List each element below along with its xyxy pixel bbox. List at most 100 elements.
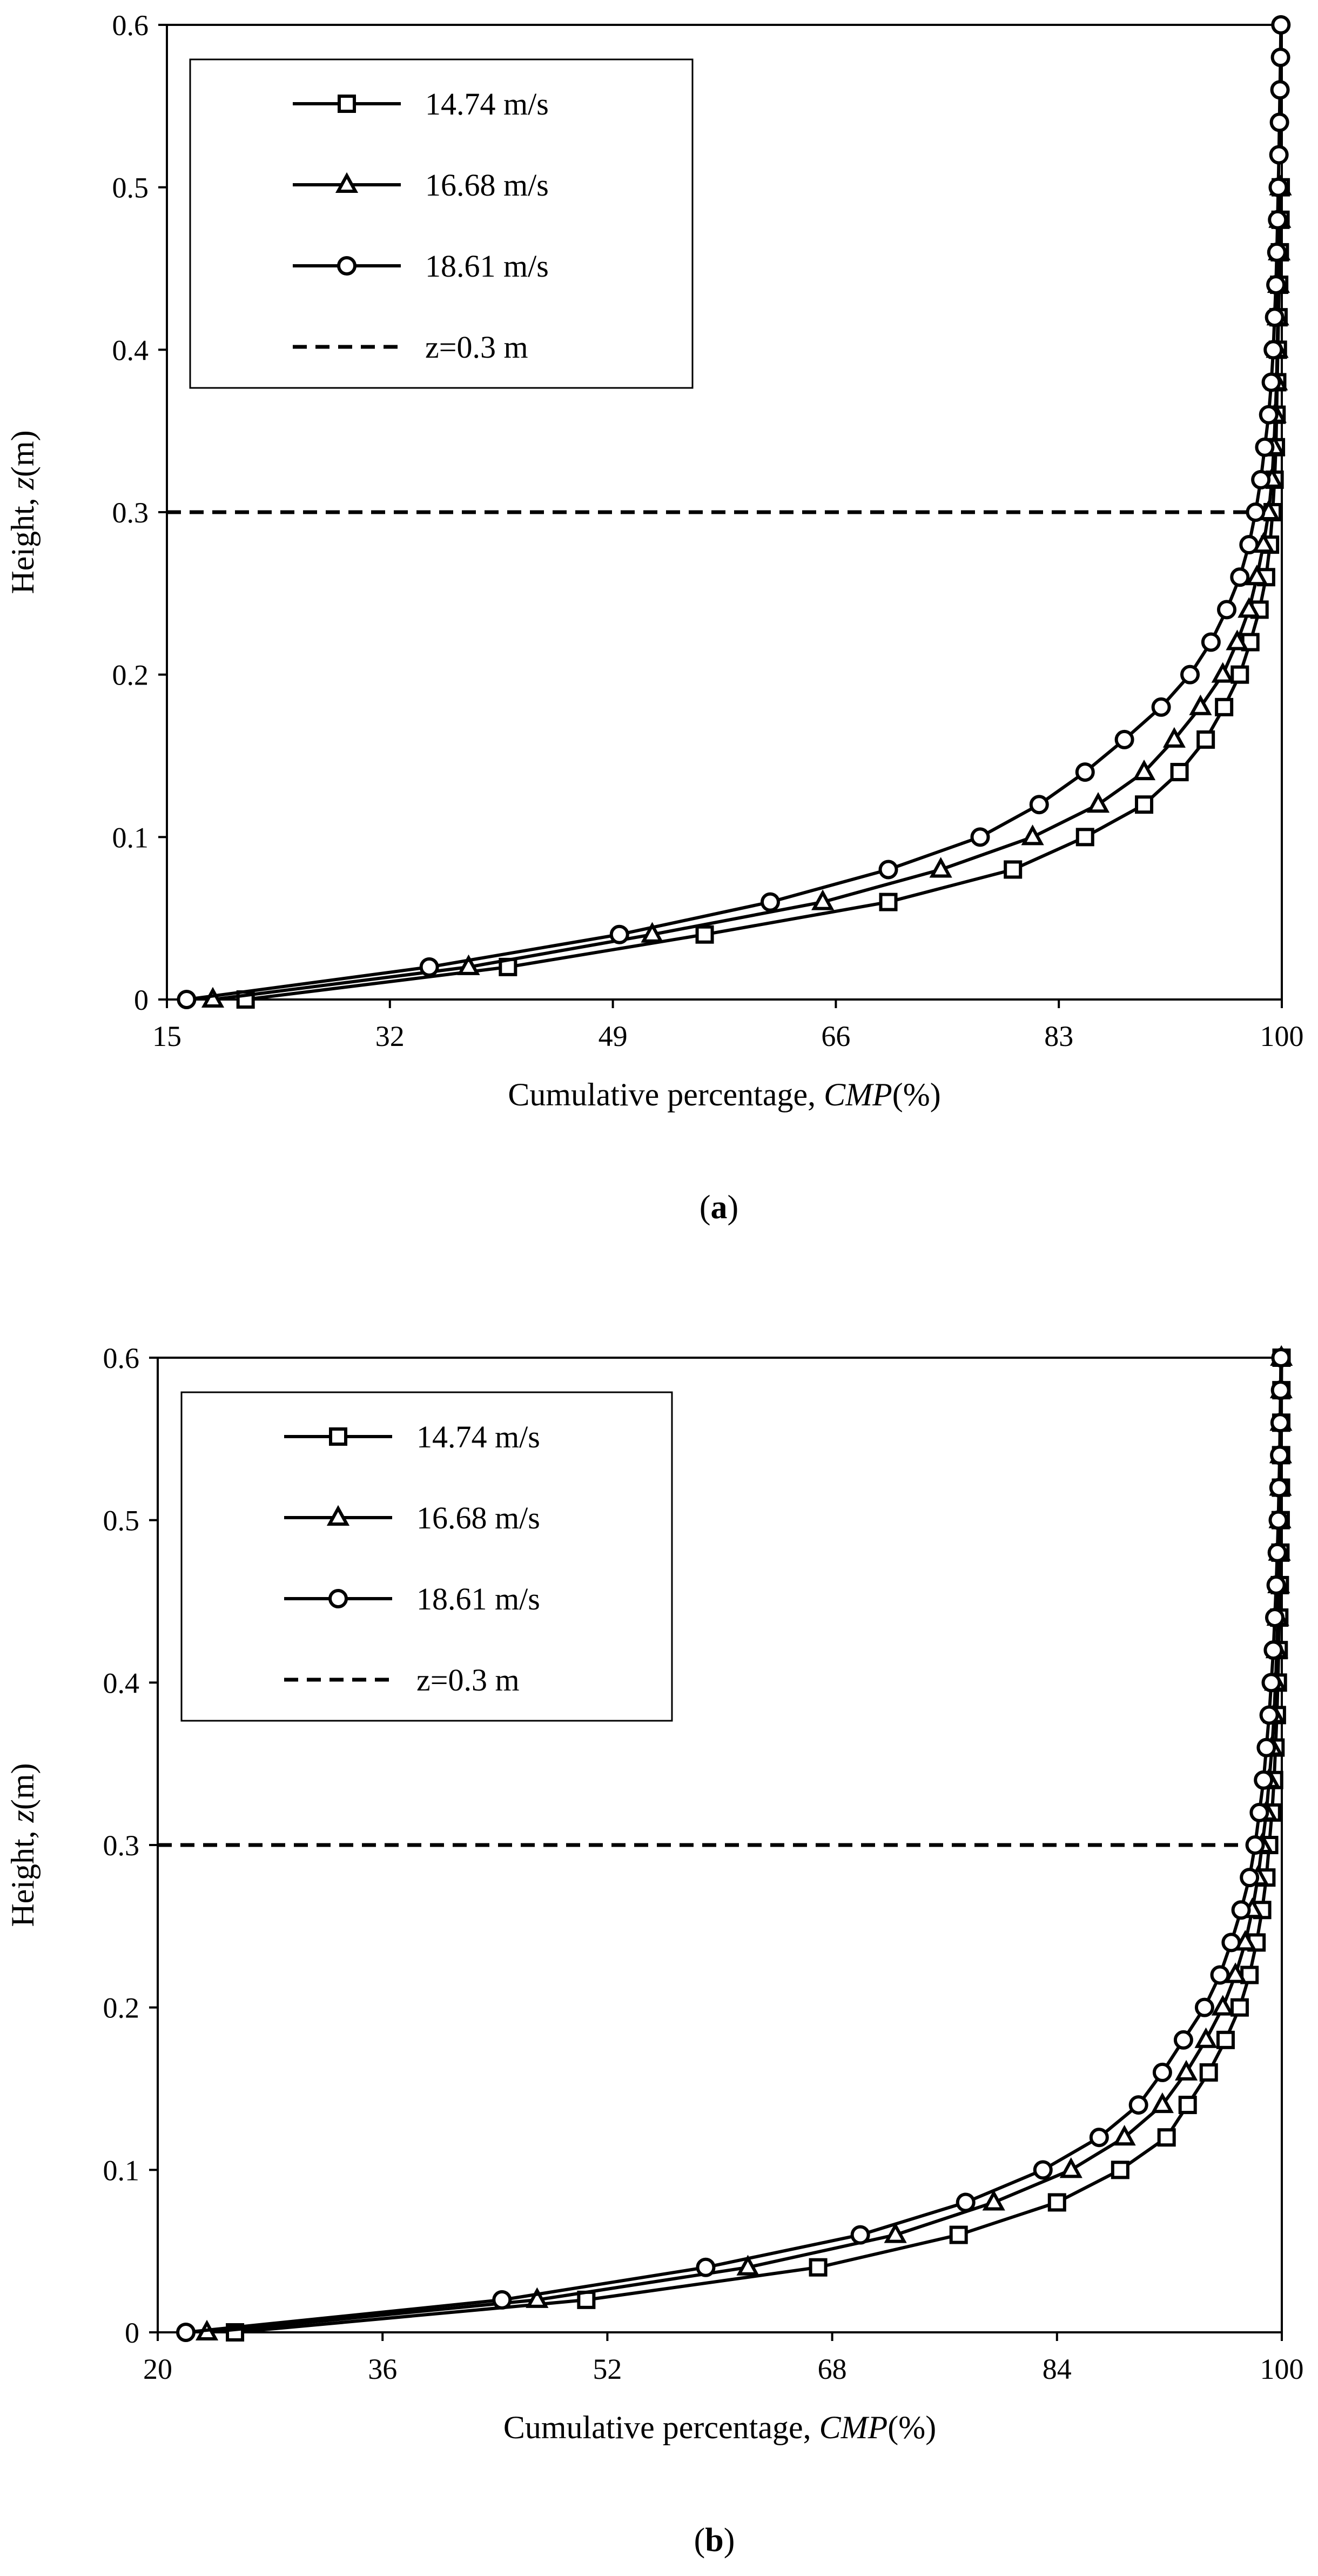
x-axis-title-italic: CMP: [824, 1077, 892, 1112]
data-point-triangle: [1211, 662, 1234, 683]
data-point-triangle: [1234, 1930, 1257, 1951]
x-axis-title-italic: CMP: [819, 2410, 888, 2445]
data-point-circle: [1270, 1445, 1290, 1465]
data-point-triangle: [457, 954, 480, 975]
data-point-circle: [970, 827, 990, 847]
y-axis-title: Height, z(m): [5, 430, 41, 594]
y-tick-label: 0.3: [103, 1829, 140, 1862]
legend-label: 14.74 m/s: [416, 1419, 540, 1454]
y-tick-label: 0.1: [112, 821, 149, 854]
data-point-square: [1047, 2193, 1066, 2212]
data-point-triangle: [1226, 629, 1249, 650]
y-tick-label: 0: [125, 2317, 139, 2349]
data-point-circle: [1151, 697, 1171, 717]
data-point-circle: [1152, 2062, 1172, 2082]
y-tick-label: 0.6: [112, 9, 149, 42]
data-point-circle: [1270, 1413, 1290, 1433]
data-point-circle: [1270, 1380, 1290, 1400]
data-point-square: [499, 957, 517, 976]
data-point-square: [879, 893, 898, 911]
data-point-circle: [1268, 177, 1288, 197]
y-tick-label: 0.2: [112, 659, 149, 692]
data-point-circle: [1114, 729, 1134, 749]
data-point-circle: [1267, 242, 1287, 262]
x-tick-label: 20: [143, 2353, 172, 2385]
x-axis-title-unit: (%): [892, 1077, 941, 1112]
data-point-circle: [1263, 1640, 1283, 1660]
legend-label: 18.61 m/s: [425, 249, 549, 284]
data-point-triangle: [1189, 694, 1212, 715]
data-point-circle: [956, 2192, 976, 2212]
data-point-circle: [1261, 1673, 1281, 1693]
data-point-square: [1111, 2161, 1129, 2179]
y-axis-title-italic: z: [5, 477, 41, 490]
data-point-triangle: [1175, 2060, 1198, 2081]
x-axis-title: Cumulative percentage, CMP(%): [503, 2410, 936, 2445]
caption-close-paren: ): [724, 2522, 735, 2559]
data-point-triangle: [641, 922, 664, 943]
data-point-square: [1075, 828, 1094, 847]
y-axis-title-italic: z: [5, 1810, 41, 1823]
data-point-circle: [1268, 210, 1288, 230]
data-point-circle: [1269, 1478, 1289, 1498]
data-point-triangle: [1211, 1995, 1234, 2016]
data-point-circle: [1231, 1900, 1251, 1920]
data-point-triangle: [1151, 2092, 1174, 2114]
y-axis-title-unit: (m): [5, 430, 41, 477]
caption-close-paren: ): [728, 1189, 739, 1226]
data-point-triangle: [526, 2287, 549, 2308]
data-point-circle: [1249, 1802, 1269, 1822]
data-point-square: [1004, 860, 1023, 879]
y-tick-label: 0.4: [103, 1667, 140, 1699]
data-point-square: [1230, 665, 1249, 684]
data-point-square: [1178, 2096, 1197, 2115]
data-point-circle: [1265, 307, 1285, 327]
data-point-circle: [1270, 48, 1290, 68]
data-point-square: [1199, 2063, 1218, 2082]
legend-marker-triangle: [335, 172, 359, 193]
data-point-circle: [1271, 1348, 1291, 1367]
data-point-triangle: [929, 857, 952, 878]
data-point-circle: [1221, 1933, 1241, 1953]
y-axis-title: Height, z(m): [5, 1763, 41, 1927]
data-point-circle: [419, 957, 439, 977]
data-point-triangle: [884, 2222, 907, 2243]
data-point-circle: [1261, 372, 1281, 392]
data-point-square: [1135, 795, 1154, 814]
data-point-circle: [1240, 1868, 1260, 1888]
legend-label: z=0.3 m: [425, 330, 528, 365]
legend-marker-circle: [328, 1589, 348, 1608]
data-point-circle: [1173, 2030, 1193, 2050]
data-point-circle: [1270, 80, 1290, 100]
data-point-circle: [1217, 600, 1237, 620]
data-point-circle: [1029, 795, 1049, 815]
y-tick-label: 0.5: [103, 1505, 140, 1537]
data-point-circle: [1269, 145, 1289, 165]
x-tick-label: 32: [375, 1020, 405, 1052]
data-point-triangle: [1132, 759, 1156, 781]
legend-label: 16.68 m/s: [425, 167, 549, 203]
data-point-triangle: [1113, 2124, 1136, 2146]
data-point-triangle: [736, 2255, 759, 2276]
data-point-circle: [1259, 1705, 1279, 1725]
data-point-square: [1170, 763, 1189, 782]
data-point-circle: [492, 2290, 512, 2310]
y-axis-title-text: Height,: [5, 489, 41, 594]
legend-box: [189, 58, 694, 389]
x-axis-title-unit: (%): [887, 2410, 936, 2445]
data-point-circle: [1194, 1997, 1214, 2017]
data-point-square: [809, 2258, 828, 2277]
x-tick-label: 84: [1043, 2353, 1072, 2385]
panel-caption: (a): [700, 1189, 738, 1226]
data-point-circle: [1265, 1608, 1285, 1628]
data-point-circle: [1269, 112, 1289, 132]
data-point-circle: [1255, 437, 1275, 457]
data-point-circle: [1266, 1575, 1286, 1595]
y-tick-label: 0.3: [112, 497, 149, 529]
data-point-circle: [1245, 1835, 1265, 1855]
x-tick-label: 100: [1260, 1020, 1304, 1052]
data-point-triangle: [1194, 2027, 1218, 2048]
chart-panel-b: 0 0.1 0.2 0.3 0.4 0.5 0.6 20 36 52 68 84 100 Cumulati…: [5, 1342, 1304, 2559]
data-point-triangle: [1059, 2157, 1082, 2178]
